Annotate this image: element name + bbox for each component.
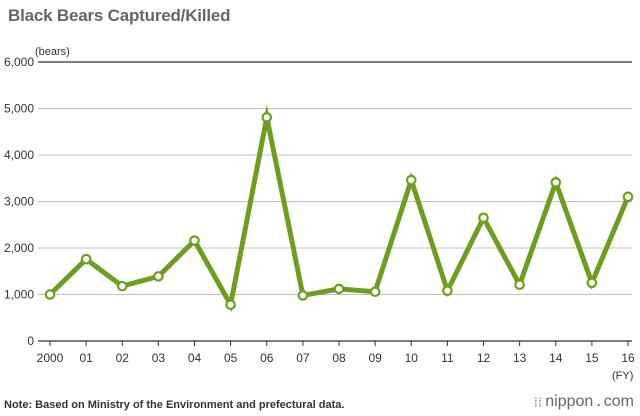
data-point — [297, 290, 309, 301]
data-point — [478, 212, 489, 224]
x-unit-label: (FY) — [612, 370, 633, 382]
grid-lines — [38, 61, 632, 342]
y-tick-labels: 0 1,000 2,000 3,000 4,000 5,000 6,000 — [4, 55, 34, 348]
nippon-logo: ⁞⁞ nippon. com — [534, 393, 634, 411]
source-note: Note: Based on Ministry of the Environme… — [4, 399, 345, 411]
x-tick-label: 06 — [260, 351, 274, 365]
x-tick-label: 13 — [513, 351, 527, 365]
y-tick-label: 1,000 — [4, 288, 34, 302]
logo-mark-icon: ⁞⁞ — [533, 394, 543, 410]
x-tick-label: 16 — [621, 351, 635, 365]
x-tick-label: 14 — [549, 351, 563, 365]
y-tick-label: 4,000 — [4, 148, 34, 162]
x-tick-label: 04 — [188, 351, 202, 365]
x-tick-label: 03 — [152, 351, 166, 365]
data-point — [586, 277, 598, 289]
data-point — [550, 177, 562, 188]
y-tick-label: 6,000 — [4, 55, 34, 69]
data-point — [225, 299, 236, 311]
data-point — [333, 283, 345, 295]
data-point — [369, 286, 381, 298]
line-chart: 0 1,000 2,000 3,000 4,000 5,000 6,000 2000 01 02… — [4, 46, 635, 382]
x-tick-label: 05 — [224, 351, 238, 365]
x-tick-label: 10 — [405, 351, 419, 365]
x-tick-label: 01 — [79, 351, 93, 365]
x-tick-label: 11 — [441, 351, 454, 365]
data-point — [189, 235, 200, 246]
data-point — [44, 289, 56, 300]
y-unit-label: (bears) — [35, 46, 70, 58]
x-tick-label: 12 — [477, 351, 491, 365]
logo-dot: . — [596, 393, 601, 410]
y-tick-label: 5,000 — [4, 102, 34, 116]
series-polyline — [48, 104, 631, 312]
x-tick-label: 07 — [296, 351, 310, 365]
y-tick-label: 2,000 — [4, 241, 34, 255]
data-point — [622, 191, 634, 203]
data-point — [153, 271, 164, 282]
data-point — [80, 253, 92, 265]
data-point — [116, 280, 128, 292]
data-point — [405, 174, 417, 186]
data-point — [261, 112, 273, 123]
x-tick-label: 08 — [332, 351, 346, 365]
logo-name: nippon — [545, 393, 594, 410]
y-tick-label: 0 — [27, 334, 34, 348]
x-tick-label: 09 — [368, 351, 382, 365]
series-line — [48, 104, 631, 312]
x-tick-label: 15 — [585, 351, 599, 365]
chart-title: Black Bears Captured/Killed — [8, 6, 231, 25]
data-point — [442, 285, 453, 297]
data-points — [44, 112, 634, 311]
data-point — [514, 279, 525, 291]
logo-tld: com — [603, 393, 634, 410]
x-tick-label: 02 — [116, 351, 130, 365]
x-tick-labels: 2000 01 02 03 04 05 06 07 08 09 10 11 12 13 14 15 16 — [37, 341, 635, 365]
y-tick-label: 3,000 — [4, 195, 34, 209]
x-tick-label: 2000 — [37, 351, 64, 365]
